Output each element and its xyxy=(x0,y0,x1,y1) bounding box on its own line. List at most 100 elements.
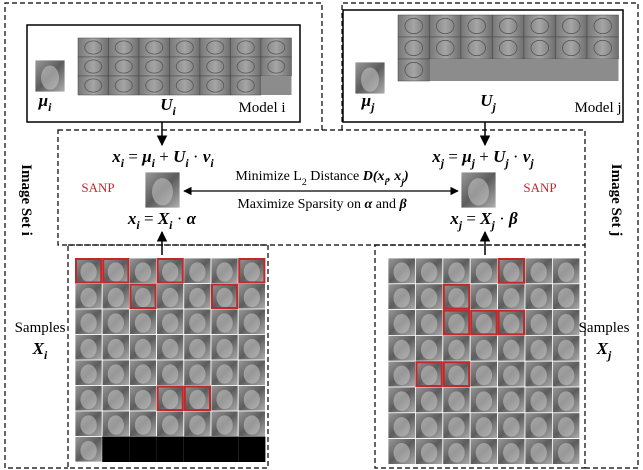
face-detail xyxy=(448,262,465,282)
face-detail xyxy=(80,415,97,435)
text-part: = xyxy=(140,209,158,228)
face-detail xyxy=(530,339,547,360)
text-part: j xyxy=(528,156,534,170)
text-part: j xyxy=(369,100,375,114)
face-detail xyxy=(557,288,575,308)
empty-cell xyxy=(587,59,619,81)
image-set-label: Image Set j xyxy=(608,164,624,236)
face-detail xyxy=(420,288,438,308)
text-part: μ xyxy=(38,91,48,110)
face-detail xyxy=(475,288,493,308)
face-detail xyxy=(393,417,410,437)
face-detail xyxy=(557,391,575,411)
eigenface-detail xyxy=(467,17,486,35)
text-part: = xyxy=(462,209,480,228)
face-detail xyxy=(216,338,233,359)
face-detail xyxy=(503,365,520,386)
highlight xyxy=(497,309,526,336)
face-detail xyxy=(134,364,152,384)
eigenface-detail xyxy=(404,17,423,35)
face-detail xyxy=(448,417,465,437)
face-detail xyxy=(243,364,260,384)
text-part: = xyxy=(124,147,142,166)
image-set-i-border xyxy=(4,2,323,469)
face-detail xyxy=(107,364,124,384)
text-part: X xyxy=(32,339,45,358)
text-part: i xyxy=(152,156,156,170)
face-detail xyxy=(503,262,520,282)
eigenface-detail xyxy=(114,40,133,55)
eigenface-detail xyxy=(436,17,455,35)
face-detail xyxy=(152,178,173,206)
face-detail xyxy=(557,313,575,334)
empty-cell xyxy=(429,59,461,81)
eigenface-detail xyxy=(593,17,612,35)
face-detail xyxy=(420,391,438,411)
empty-cell xyxy=(102,436,130,462)
text-part: · xyxy=(495,209,509,228)
highlight xyxy=(442,361,471,388)
text-part: i xyxy=(121,156,125,170)
face-detail xyxy=(134,262,152,282)
face-detail xyxy=(162,338,179,359)
face-detail xyxy=(162,313,179,333)
text-part: j xyxy=(457,218,463,232)
face-detail xyxy=(189,338,206,359)
face-detail xyxy=(503,313,520,334)
basis-symbol: Uj xyxy=(480,91,496,114)
face-detail xyxy=(80,313,97,333)
highlight xyxy=(183,385,212,411)
mean-symbol: μi xyxy=(38,91,52,114)
highlight xyxy=(415,361,443,388)
face-detail xyxy=(530,391,547,411)
face-detail xyxy=(475,262,493,282)
equation: xi = μi + Ui · vi xyxy=(111,147,214,170)
text-part: i xyxy=(385,177,388,188)
face-detail xyxy=(448,288,465,308)
face-detail xyxy=(134,415,152,435)
face-detail xyxy=(243,338,260,359)
highlight xyxy=(442,309,471,336)
eigenface-detail xyxy=(145,78,164,93)
eigenface-detail xyxy=(467,39,486,57)
face-detail xyxy=(420,442,438,463)
highlight xyxy=(156,258,184,284)
face-detail xyxy=(475,339,493,360)
text-part: j xyxy=(399,177,404,188)
face-detail xyxy=(243,313,260,333)
face-detail xyxy=(243,287,260,308)
text-part: i xyxy=(169,218,173,232)
eigenface-detail xyxy=(206,59,225,74)
face-detail xyxy=(448,313,465,334)
image-set-label: Image Set i xyxy=(18,164,34,236)
equation: xi = Xi · α xyxy=(127,209,197,232)
face-detail xyxy=(420,339,438,360)
text-part: Maximize Sparsity on xyxy=(237,197,364,212)
face-detail xyxy=(475,313,493,334)
face-detail xyxy=(393,442,410,463)
face-detail xyxy=(420,417,438,437)
face-detail xyxy=(216,287,233,308)
face-detail xyxy=(361,67,379,92)
face-detail xyxy=(189,287,206,308)
face-detail xyxy=(475,365,493,386)
face-detail xyxy=(557,339,575,360)
face-detail xyxy=(420,313,438,334)
eigenface-detail xyxy=(84,59,103,74)
samples-symbol: Xj xyxy=(596,339,612,362)
sanp-box xyxy=(57,129,586,246)
eigenface-detail xyxy=(175,78,194,93)
text-part: j xyxy=(503,156,509,170)
highlight xyxy=(497,258,526,284)
eigenface-detail xyxy=(530,39,549,57)
text-part: = xyxy=(444,147,462,166)
face-detail xyxy=(107,287,124,308)
samples-i-box xyxy=(67,244,269,469)
text-part: Minimize L xyxy=(235,169,302,184)
text-part: · xyxy=(172,209,186,228)
face-detail xyxy=(530,313,547,334)
empty-cell xyxy=(492,59,524,81)
face-detail xyxy=(189,415,206,435)
face-detail xyxy=(468,178,489,206)
